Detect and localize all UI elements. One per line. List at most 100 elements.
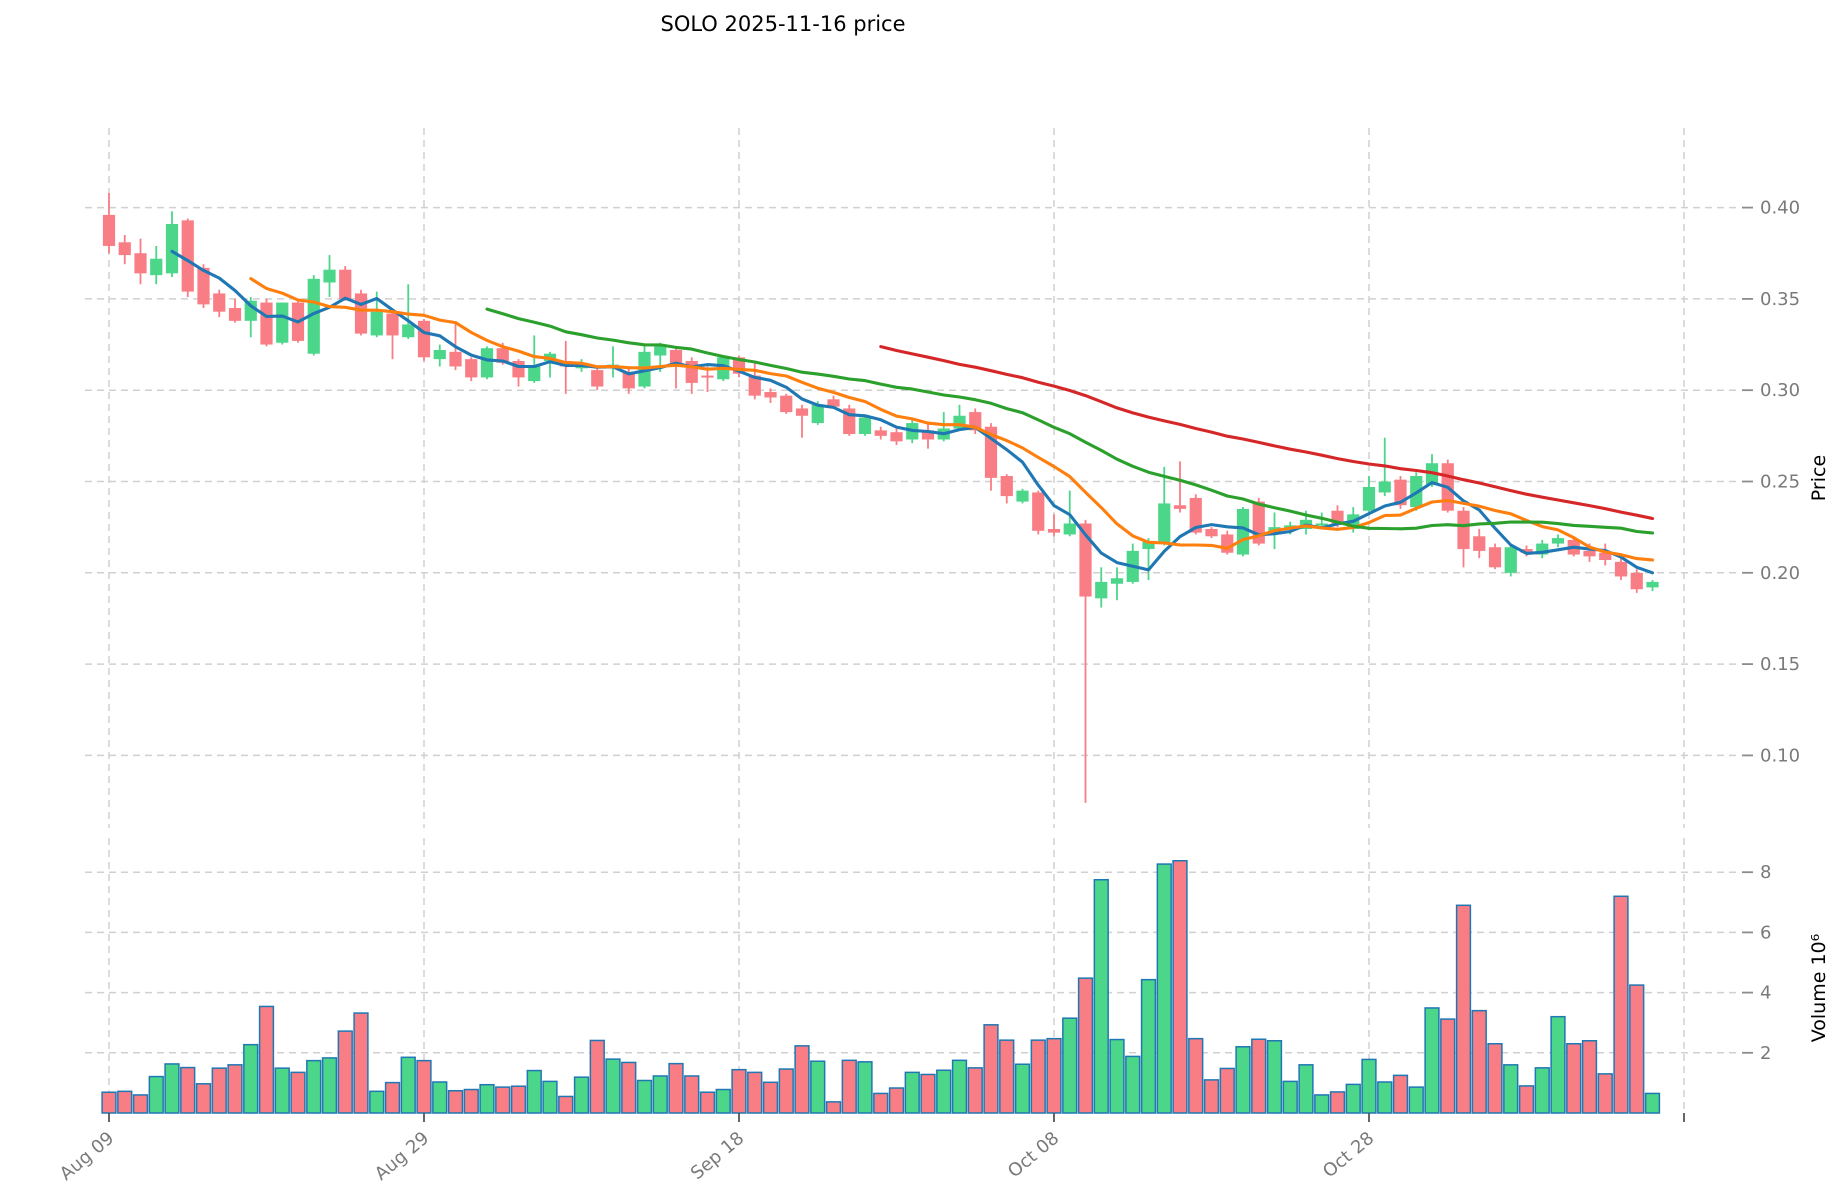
candle-body bbox=[244, 300, 257, 321]
candle-body bbox=[921, 430, 935, 440]
candle-body bbox=[795, 408, 809, 416]
price-tick-label: 0.35 bbox=[1760, 289, 1800, 310]
volume-bar bbox=[101, 1091, 117, 1114]
volume-bar bbox=[652, 1075, 668, 1114]
date-tick-label: Aug 29 bbox=[371, 1128, 433, 1185]
volume-bar bbox=[1503, 1064, 1519, 1114]
volume-bar bbox=[841, 1059, 857, 1114]
volume-bar bbox=[762, 1081, 779, 1114]
volume-bar bbox=[1030, 1039, 1046, 1114]
volume-bar bbox=[1644, 1092, 1661, 1114]
volume-bar bbox=[1109, 1038, 1125, 1114]
volume-bar bbox=[1345, 1083, 1361, 1114]
candle-body bbox=[465, 359, 478, 378]
volume-bar bbox=[1156, 863, 1172, 1114]
volume-bar bbox=[447, 1089, 464, 1114]
candle-body bbox=[228, 308, 242, 321]
candle-body bbox=[165, 224, 179, 274]
candle-body bbox=[197, 267, 210, 305]
volume-bar bbox=[400, 1056, 416, 1114]
volume-bar bbox=[258, 1005, 275, 1114]
volume-tick-label: 6 bbox=[1760, 922, 1771, 943]
volume-bar bbox=[1377, 1081, 1393, 1114]
candle-body bbox=[1079, 523, 1092, 597]
candle-body bbox=[260, 302, 273, 345]
volume-bar bbox=[605, 1058, 621, 1114]
volume-bar bbox=[668, 1062, 684, 1114]
volume-bar bbox=[1251, 1038, 1267, 1114]
candle-body bbox=[1095, 581, 1108, 599]
volume-bar bbox=[920, 1073, 936, 1114]
volume-bar bbox=[1140, 978, 1157, 1114]
volume-axis-label: Volume 10⁶ bbox=[1808, 934, 1830, 1043]
candle-body bbox=[1488, 547, 1502, 568]
candle-body bbox=[1473, 536, 1486, 551]
ma10-line bbox=[249, 277, 1655, 562]
candle-body bbox=[1536, 543, 1549, 555]
date-tick-label: Oct 28 bbox=[1319, 1128, 1378, 1182]
candle-body bbox=[811, 404, 824, 424]
volume-tick-label: 2 bbox=[1760, 1043, 1771, 1064]
candle-body bbox=[1646, 581, 1659, 588]
volume-bar bbox=[983, 1024, 999, 1114]
candle-body bbox=[1110, 578, 1124, 584]
volume-bar bbox=[1172, 860, 1188, 1114]
volume-bar bbox=[211, 1067, 227, 1114]
volume-bar bbox=[416, 1059, 432, 1114]
volume-bar bbox=[825, 1101, 842, 1114]
volume-bar bbox=[132, 1094, 149, 1114]
volume-bar bbox=[180, 1066, 196, 1114]
volume-bar bbox=[1518, 1085, 1535, 1114]
candle-body bbox=[1221, 534, 1234, 553]
volume-bar bbox=[384, 1081, 401, 1114]
volume-bar bbox=[1046, 1037, 1062, 1114]
candle-body bbox=[354, 293, 368, 334]
candle-body bbox=[1236, 508, 1250, 555]
volume-bar bbox=[1125, 1055, 1141, 1114]
volume-bar bbox=[337, 1030, 353, 1114]
candle-body bbox=[780, 395, 793, 413]
candle-body bbox=[449, 351, 462, 367]
candle-body bbox=[1520, 549, 1533, 553]
candle-body bbox=[827, 399, 840, 407]
volume-bar bbox=[1566, 1043, 1582, 1114]
price-tick-label: 0.20 bbox=[1760, 563, 1800, 584]
volume-bar bbox=[589, 1039, 605, 1114]
candle-body bbox=[1047, 528, 1061, 533]
volume-bar bbox=[1440, 1018, 1456, 1114]
volume-bar bbox=[274, 1067, 290, 1114]
candle-body bbox=[102, 214, 116, 246]
price-tick-label: 0.15 bbox=[1760, 654, 1800, 675]
volume-bar bbox=[148, 1075, 164, 1114]
volume-bar bbox=[967, 1067, 983, 1114]
volume-bar bbox=[715, 1088, 731, 1114]
volume-bar bbox=[1550, 1015, 1566, 1114]
candle-body bbox=[1457, 510, 1470, 550]
candle-body bbox=[402, 324, 415, 338]
volume-bar bbox=[1581, 1040, 1598, 1114]
candle-body bbox=[1189, 497, 1202, 533]
candle-body bbox=[622, 371, 635, 389]
volume-bar bbox=[510, 1085, 527, 1114]
volume-bar bbox=[1424, 1007, 1440, 1114]
volume-bar bbox=[243, 1043, 259, 1114]
candle-body bbox=[1205, 528, 1218, 537]
volume-bar bbox=[306, 1059, 322, 1114]
price-panel bbox=[102, 192, 1659, 803]
candle-body bbox=[496, 348, 509, 363]
candle-body bbox=[1142, 541, 1155, 550]
volume-bar bbox=[1203, 1079, 1220, 1114]
candle-body bbox=[181, 220, 194, 292]
volume-bar bbox=[873, 1092, 889, 1114]
volume-bar bbox=[857, 1061, 873, 1114]
volume-bar bbox=[747, 1071, 763, 1114]
candle-body bbox=[134, 253, 147, 274]
candle-body bbox=[669, 350, 683, 365]
candle-body bbox=[307, 278, 320, 354]
price-tick-label: 0.30 bbox=[1760, 380, 1800, 401]
candle-body bbox=[480, 348, 494, 378]
volume-bar bbox=[195, 1083, 212, 1114]
candle-body bbox=[748, 375, 761, 396]
candle-body bbox=[1016, 490, 1029, 502]
